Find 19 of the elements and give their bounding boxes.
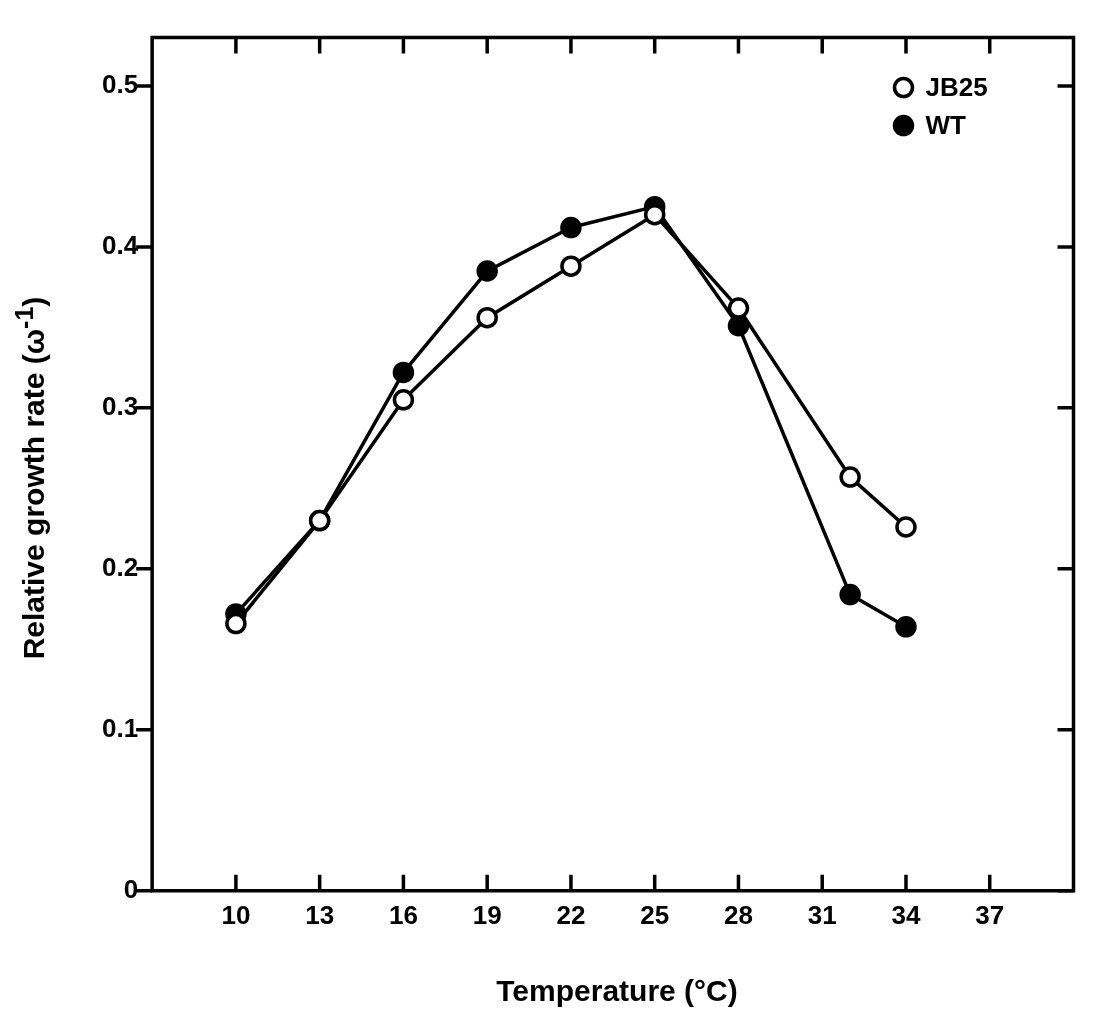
x-tick-label: 34	[891, 899, 921, 930]
x-tick-label: 37	[975, 899, 1005, 930]
x-tick-label: 19	[472, 899, 502, 930]
legend-label: WT	[925, 109, 967, 140]
x-tick-label: 28	[724, 899, 753, 930]
y-tick-label: 0.1	[101, 712, 139, 743]
x-tick-label: 31	[807, 899, 837, 930]
x-tick-label: 25	[640, 899, 670, 930]
x-tick-label: 16	[388, 899, 418, 930]
legend-label: JB25	[925, 71, 988, 102]
x-tick-label: 22	[556, 899, 586, 930]
y-tick-label: 0	[123, 873, 139, 904]
x-axis-title: Temperature (°C)	[495, 974, 739, 1008]
x-tick-label: 13	[305, 899, 335, 930]
y-tick-label: 0.5	[101, 69, 139, 100]
y-tick-label: 0.2	[101, 552, 139, 583]
y-tick-label: 0.3	[101, 391, 139, 422]
y-tick-label: 0.4	[101, 230, 139, 261]
x-tick-label: 10	[221, 899, 251, 930]
